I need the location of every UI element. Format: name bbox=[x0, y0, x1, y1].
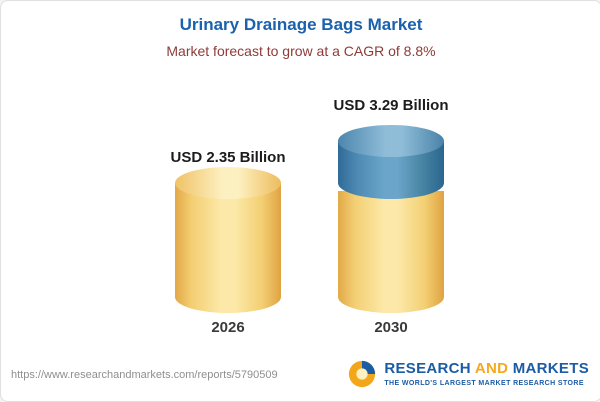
report-url[interactable]: https://www.researchandmarkets.com/repor… bbox=[11, 369, 278, 381]
brand-name: RESEARCH AND MARKETS bbox=[384, 361, 589, 378]
value-label-2026: USD 2.35 Billion bbox=[170, 149, 286, 166]
category-label-2026: 2026 bbox=[211, 319, 245, 336]
brand-logo-icon bbox=[349, 360, 376, 388]
cylinder-2030-base bbox=[338, 191, 444, 313]
category-label-2030: 2030 bbox=[374, 319, 408, 336]
cylinder-2026-top bbox=[175, 167, 281, 199]
brand-name-research: RESEARCH bbox=[384, 360, 471, 378]
chart-header: Urinary Drainage Bags Market Market fore… bbox=[1, 15, 600, 59]
cylinder-2026-body bbox=[175, 183, 281, 313]
brand-text: RESEARCH AND MARKETS THE WORLD'S LARGEST… bbox=[384, 361, 589, 387]
value-label-2030: USD 3.29 Billion bbox=[333, 97, 449, 114]
cylinder-2030-top bbox=[338, 125, 444, 157]
chart-subtitle: Market forecast to grow at a CAGR of 8.8… bbox=[166, 43, 436, 59]
brand-name-markets: MARKETS bbox=[512, 360, 589, 378]
brand-logo: RESEARCH AND MARKETS THE WORLD'S LARGEST… bbox=[347, 359, 589, 389]
brand-tagline: THE WORLD'S LARGEST MARKET RESEARCH STOR… bbox=[384, 379, 584, 387]
brand-name-and: AND bbox=[474, 360, 509, 378]
page-title: Urinary Drainage Bags Market bbox=[179, 15, 423, 34]
